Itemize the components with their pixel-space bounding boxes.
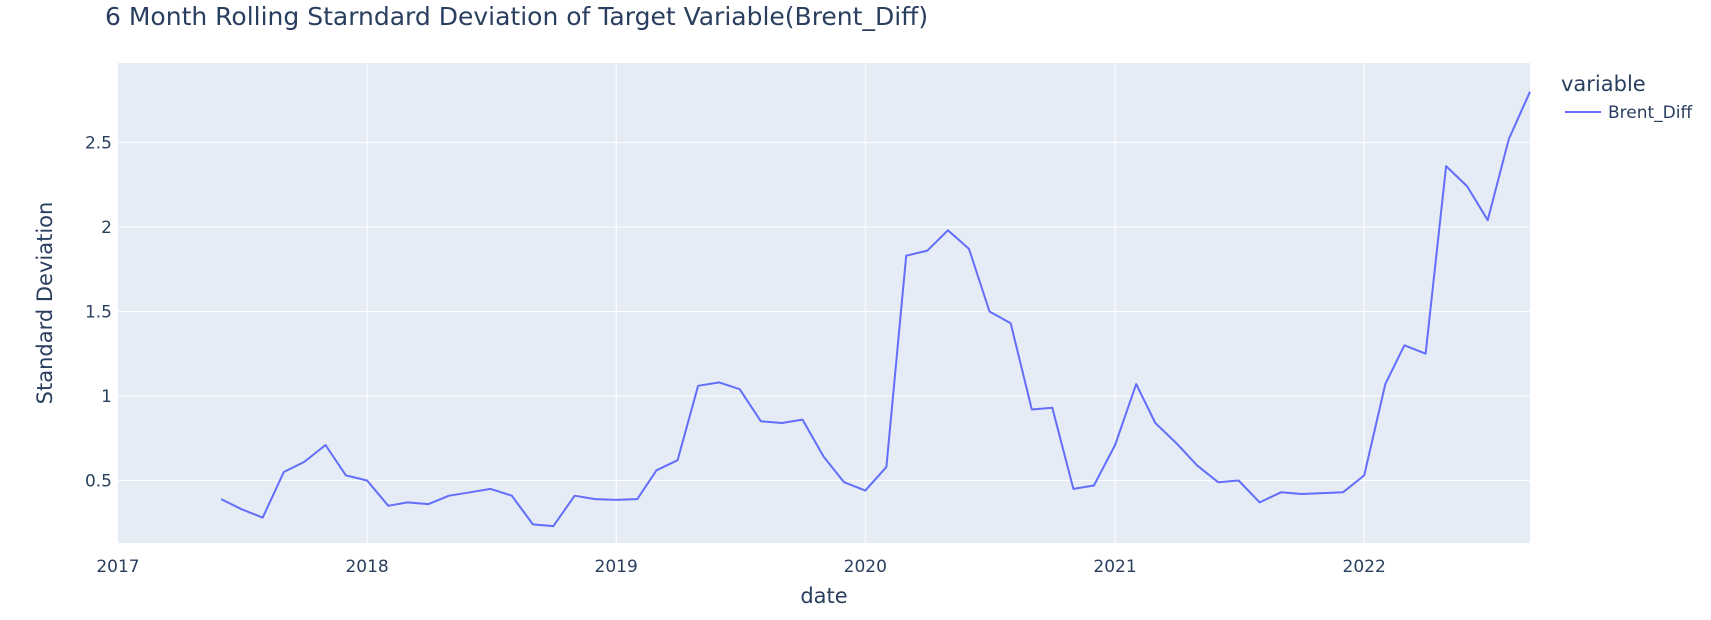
legend-title: variable xyxy=(1561,72,1646,96)
y-tick-label: 1.5 xyxy=(85,302,112,322)
x-tick-labels: 2017 2018 2019 2020 2021 2022 xyxy=(96,557,1385,577)
x-tick-label: 2018 xyxy=(345,557,388,577)
plot-area xyxy=(118,63,1530,543)
y-tick-label: 2 xyxy=(101,218,112,238)
y-axis-title: Standard Deviation xyxy=(33,202,57,405)
y-tick-label: 1 xyxy=(101,387,112,407)
legend-label-brent-diff[interactable]: Brent_Diff xyxy=(1608,103,1693,123)
x-tick-label: 2020 xyxy=(844,557,887,577)
x-gridlines xyxy=(366,63,1365,543)
y-tick-labels: 0.5 1 1.5 2 2.5 xyxy=(85,133,112,491)
y-gridlines xyxy=(118,141,1530,481)
x-tick-label: 2017 xyxy=(96,557,139,577)
y-tick-label: 2.5 xyxy=(85,133,112,153)
x-tick-label: 2019 xyxy=(595,557,638,577)
x-tick-label: 2022 xyxy=(1343,557,1386,577)
y-tick-label: 0.5 xyxy=(85,471,112,491)
x-axis-title: date xyxy=(800,584,847,608)
chart-title: 6 Month Rolling Starndard Deviation of T… xyxy=(105,2,929,31)
x-tick-label: 2021 xyxy=(1093,557,1136,577)
series-line-brent-diff xyxy=(220,91,1531,528)
